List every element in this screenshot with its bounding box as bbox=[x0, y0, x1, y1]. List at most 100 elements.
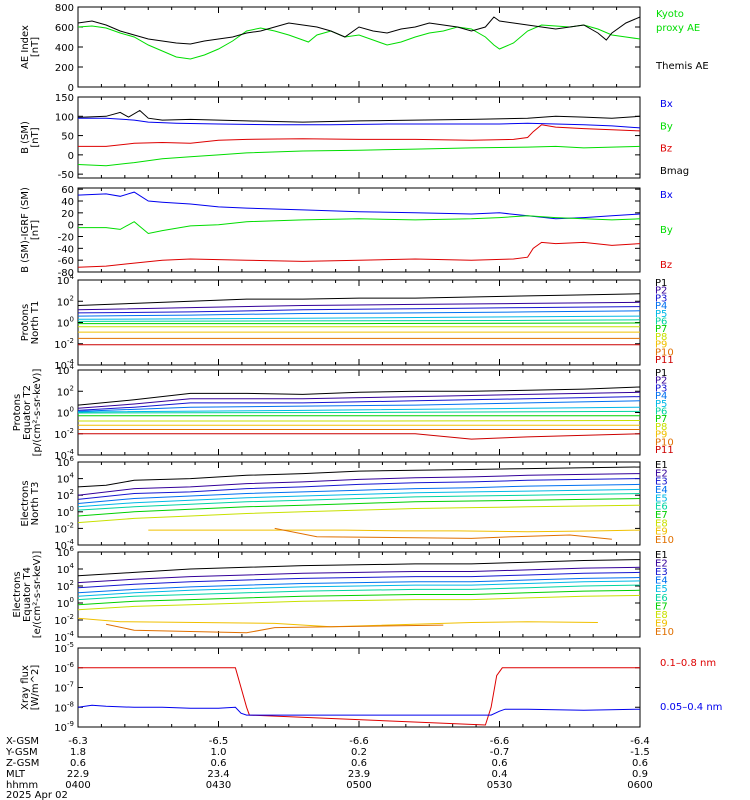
y-axis-label: Protons bbox=[12, 394, 23, 431]
y-tick-base: 10 bbox=[54, 633, 67, 644]
series-e4 bbox=[77, 577, 641, 594]
y-tick-exponent: 0 bbox=[70, 406, 74, 414]
y-tick-label: 0 bbox=[68, 221, 74, 232]
y-axis-label: North T1 bbox=[30, 301, 41, 345]
legend-p6: P6 bbox=[655, 407, 667, 418]
legend-e7: E7 bbox=[655, 601, 668, 612]
ephemeris-value: 1.8 bbox=[70, 747, 86, 758]
y-tick-base: 150 bbox=[55, 93, 74, 104]
series-p8 bbox=[78, 420, 641, 422]
y-tick-label: 104 bbox=[57, 273, 75, 287]
y-tick-label: 800 bbox=[55, 3, 74, 14]
y-tick-label: 102 bbox=[57, 384, 74, 398]
series-p6 bbox=[77, 319, 641, 322]
y-tick-label: 10-6 bbox=[54, 661, 74, 675]
legend-item: Bx bbox=[660, 190, 673, 201]
series-e3 bbox=[77, 571, 641, 589]
y-tick-label: 10-7 bbox=[54, 681, 74, 695]
legend-e6: E6 bbox=[655, 593, 668, 604]
panel-bsm: -50 0 50 100 150 B (SM) [nT] Bx By Bz Bmag bbox=[20, 93, 689, 181]
y-tick-base: 10 bbox=[54, 524, 67, 535]
ephemeris-value: 0.9 bbox=[632, 769, 648, 780]
y-tick-label: 104 bbox=[57, 472, 75, 486]
series-e8 bbox=[77, 594, 641, 611]
series-bx bbox=[78, 117, 641, 129]
legend-e4: E4 bbox=[655, 576, 668, 587]
series-e4 bbox=[77, 483, 641, 504]
y-tick-base: 0 bbox=[68, 151, 74, 162]
ephemeris-value: 22.9 bbox=[67, 769, 89, 780]
y-tick-label: 100 bbox=[55, 112, 74, 123]
panel-ae: 0 200 400 600 800 AE Index [nT] Kyoto proxy AE Th… bbox=[20, 3, 709, 94]
legend-e8: E8 bbox=[655, 610, 668, 621]
series-e7 bbox=[77, 498, 641, 517]
y-tick-label: 10-9 bbox=[54, 720, 74, 734]
series-p3 bbox=[77, 306, 641, 314]
y-tick-exponent: -2 bbox=[67, 427, 74, 435]
series-e10 bbox=[274, 527, 612, 540]
series-p5 bbox=[77, 315, 641, 320]
y-tick-base: 10 bbox=[57, 599, 70, 610]
legend-e7: E7 bbox=[655, 510, 668, 521]
y-tick-label: 106 bbox=[57, 545, 75, 559]
series-themis-ae bbox=[77, 16, 641, 45]
series-p7 bbox=[78, 322, 641, 325]
y-tick-exponent: 6 bbox=[70, 455, 75, 463]
y-tick-base: 10 bbox=[54, 664, 67, 675]
series-p11 bbox=[78, 433, 641, 440]
legend-e1: E1 bbox=[655, 550, 668, 561]
ephemeris-value: -6.6 bbox=[349, 736, 369, 747]
y-tick-exponent: 2 bbox=[70, 294, 74, 302]
y-tick-base: 50 bbox=[61, 132, 74, 143]
y-tick-exponent: 4 bbox=[70, 472, 75, 480]
y-tick-base: 10 bbox=[57, 366, 70, 377]
y-tick-label: 10-5 bbox=[54, 641, 74, 655]
y-tick-label: 0 bbox=[68, 83, 74, 94]
legend-p4: P4 bbox=[655, 301, 667, 312]
y-tick-label: 0 bbox=[68, 151, 74, 162]
y-tick-label: 600 bbox=[55, 23, 74, 34]
y-tick-exponent: -8 bbox=[67, 700, 74, 708]
y-tick-base: 800 bbox=[55, 3, 74, 14]
legend-e3: E3 bbox=[655, 477, 668, 488]
y-tick-exponent: -4 bbox=[67, 538, 75, 546]
y-tick-base: 40 bbox=[61, 197, 74, 208]
legend-item: 0.05–0.4 nm bbox=[660, 702, 722, 713]
legend-item: By bbox=[660, 225, 673, 236]
legend-e5: E5 bbox=[655, 584, 668, 595]
y-tick-base: 10 bbox=[54, 723, 67, 734]
y-tick-base: 10 bbox=[54, 616, 67, 627]
y-tick-base: 10 bbox=[54, 451, 67, 462]
ephemeris-value: -6.4 bbox=[630, 736, 650, 747]
y-tick-base: 10 bbox=[57, 548, 70, 559]
ephemeris-value: -0.7 bbox=[490, 747, 510, 758]
y-axis-label: Electrons bbox=[12, 571, 23, 617]
y-tick-base: 10 bbox=[54, 340, 67, 351]
legend-item: Bz bbox=[660, 260, 672, 271]
legend-p8: P8 bbox=[655, 332, 667, 343]
legend-e10: E10 bbox=[655, 535, 674, 546]
y-tick-label: 10-4 bbox=[54, 630, 74, 644]
legend-p6: P6 bbox=[655, 317, 667, 328]
series-by bbox=[78, 215, 641, 235]
y-tick-label: 100 bbox=[57, 596, 74, 610]
y-tick-base: -60 bbox=[58, 256, 74, 267]
legend-p7: P7 bbox=[655, 324, 667, 335]
legend-p10: P10 bbox=[655, 347, 674, 358]
ephemeris-value: 0.6 bbox=[351, 758, 367, 769]
series-e8 bbox=[77, 504, 641, 524]
legend-item: Bx bbox=[660, 99, 673, 110]
legend-p1: P1 bbox=[655, 278, 667, 289]
y-tick-base: 10 bbox=[54, 703, 67, 714]
y-tick-exponent: -4 bbox=[67, 630, 75, 638]
y-tick-label: 104 bbox=[57, 562, 75, 576]
y-tick-exponent: -2 bbox=[67, 613, 74, 621]
series-e9 bbox=[77, 617, 598, 628]
y-tick-base: 10 bbox=[57, 409, 70, 420]
ephemeris-value: 0430 bbox=[206, 780, 231, 791]
plot-frame bbox=[77, 6, 641, 88]
